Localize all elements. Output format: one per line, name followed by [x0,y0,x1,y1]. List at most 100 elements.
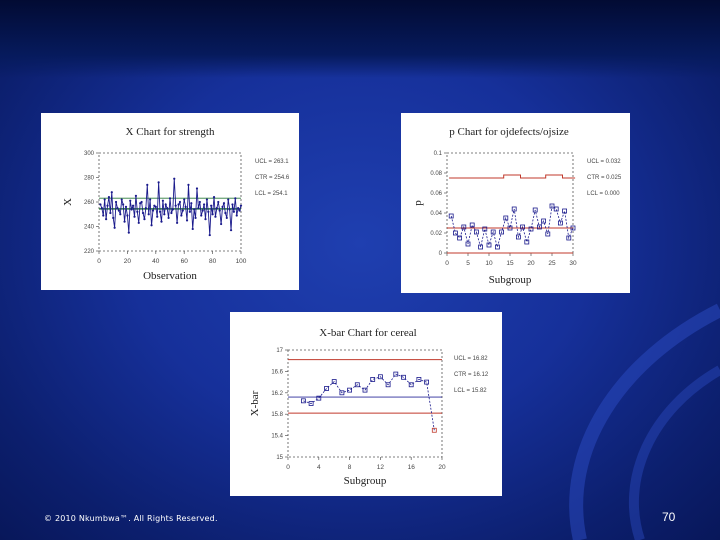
data-point [147,213,150,216]
data-point [570,225,576,231]
data-point [331,379,337,384]
control-limit-label: LCL = 15.82 [454,388,487,394]
data-point [109,211,112,215]
data-point [370,377,376,382]
data-point [377,374,383,380]
data-point [200,214,203,217]
data-point [461,224,467,230]
data-point [222,202,226,205]
data-point [212,196,216,199]
x-tick-label: 4 [317,464,321,471]
data-point [532,207,538,213]
data-point [217,200,220,204]
data-point [149,198,152,201]
data-point [528,226,534,232]
x-tick-label: 80 [209,258,217,265]
data-point [354,382,360,388]
data-point [183,198,186,201]
x-tick-label: 8 [348,464,352,471]
data-point [131,204,135,207]
data-point [195,187,199,190]
y-axis-label: p [412,200,424,206]
data-point [119,213,122,216]
data-point [204,218,207,221]
x-axis-label: Observation [143,270,197,282]
data-point [114,200,118,204]
data-point [187,183,190,186]
data-point [181,209,184,212]
data-point [106,204,109,207]
control-limit-label: UCL = 263.1 [255,159,289,165]
data-point [214,215,217,218]
data-point [103,198,106,201]
plot-frame [446,152,574,254]
y-tick-label: 220 [84,249,95,255]
control-limit-label: CTR = 0.025 [587,175,622,181]
data-point [156,215,159,218]
y-tick-label: 0 [439,251,443,257]
data-point [457,235,462,241]
data-point [408,382,414,388]
data-point [511,206,517,212]
data-point [215,207,218,210]
control-limit-label: LCL = 254.1 [255,191,288,197]
data-point [197,207,200,210]
data-point [167,216,170,220]
data-point [136,210,139,213]
data-point [208,233,211,237]
data-point [184,205,187,208]
data-point [239,204,243,207]
y-tick-label: 16.6 [271,369,283,375]
data-point [211,213,214,216]
data-point [134,194,138,197]
data-point [316,395,322,401]
data-point [235,214,238,217]
data-point [566,235,572,241]
data-point [188,210,191,213]
data-point [520,224,525,230]
data-point [174,204,177,207]
data-point [227,198,230,201]
data-point [225,216,228,220]
data-point [207,210,210,213]
x-tick-label: 5 [466,260,470,267]
data-point [164,203,167,206]
data-point [105,218,108,221]
data-point [194,216,197,220]
data-point [516,234,521,240]
x-tick-label: 100 [236,258,247,265]
chart-title: X-bar Chart for cereal [319,327,416,339]
data-point [150,224,153,227]
x-tick-label: 15 [506,260,514,267]
y-tick-label: 0.02 [430,231,442,237]
x-tick-label: 30 [569,260,577,267]
x-tick-label: 25 [548,260,556,267]
data-point [237,207,240,210]
data-point [107,196,111,199]
data-point [301,398,306,404]
x-axis-label: Subgroup [344,475,387,487]
series-line [450,205,574,249]
data-point [238,209,241,212]
data-point [113,226,116,229]
page-number: 70 [662,510,676,524]
data-point [202,203,206,206]
x-chart-strength: X Chart for strength Observation X 0 20 40 60 8… [62,126,290,282]
data-point [139,202,142,205]
x-tick-label: 20 [527,260,535,267]
series-line [303,373,435,431]
data-point [549,203,555,209]
control-limit-label: UCL = 0.032 [587,159,621,165]
data-point [347,387,352,393]
p-chart-defects: p Chart for ojdefects/ojsize Subgroup p 0 5 1… [412,126,622,286]
data-point [453,230,458,236]
data-point [553,206,559,212]
x-tick-label: 20 [438,464,446,471]
data-point [176,221,179,224]
data-point [557,220,563,226]
x-tick-label: 60 [181,258,189,265]
data-point [536,224,542,230]
data-point [232,210,235,213]
data-point [133,215,136,218]
data-point [490,229,496,235]
